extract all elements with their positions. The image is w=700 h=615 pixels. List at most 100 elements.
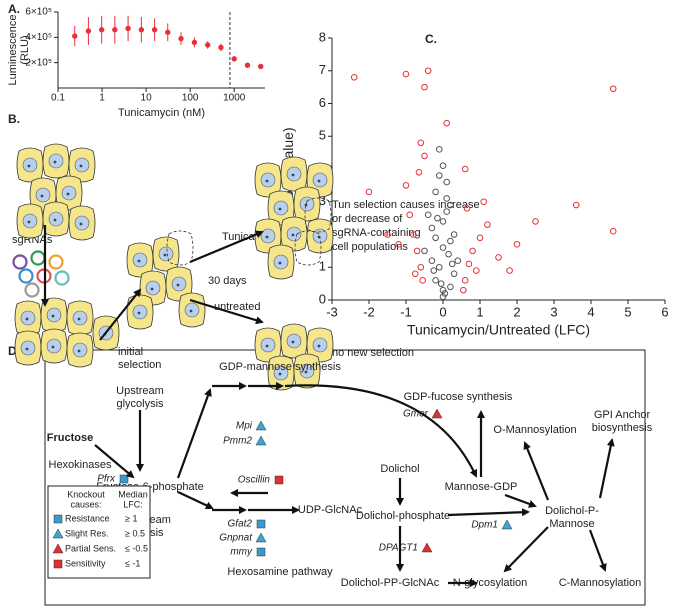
panel-label: C.: [425, 32, 437, 46]
nucleus: [260, 337, 276, 353]
arrow: [176, 388, 212, 479]
point: [231, 56, 237, 62]
point: [480, 198, 488, 206]
point: [439, 218, 447, 225]
y-tick-label: 6: [319, 95, 326, 110]
x-tick-label: -1: [400, 304, 412, 319]
label: no new selection: [332, 347, 414, 359]
gene: Oscillin: [238, 475, 271, 486]
x-tick-label: 0: [439, 304, 446, 319]
x-tick-label: -2: [363, 304, 375, 319]
gene-marker: [256, 519, 266, 529]
legend-label: Resistance: [65, 513, 110, 523]
pathway-node: GDP-mannose synthesis: [219, 361, 341, 373]
point: [465, 260, 473, 268]
arrow: [94, 444, 135, 479]
nucleus: [72, 342, 88, 358]
point: [439, 286, 447, 294]
pathway-node: GPI Anchor: [594, 409, 651, 421]
y-tick-label: 4×10⁵: [25, 32, 52, 43]
legend-threshold: ≥ 1: [125, 513, 137, 523]
point: [437, 280, 445, 287]
sgrna-ring: [30, 250, 46, 266]
panel-d-frame: [44, 349, 646, 606]
pathway-node: UDP-GlcNAc: [298, 504, 363, 516]
legend-header: causes:: [70, 499, 101, 509]
gene: DPAGT1: [379, 543, 418, 554]
point: [428, 224, 436, 232]
legend-threshold: ≥ 0.5: [125, 528, 145, 538]
nucleolus: [66, 192, 70, 196]
point: [72, 33, 78, 39]
gene: Mpi: [236, 421, 253, 432]
nucleus: [48, 153, 64, 169]
arrow: [284, 384, 478, 478]
nucleolus: [176, 283, 180, 287]
arrow: [189, 230, 264, 264]
point: [450, 231, 458, 238]
nucleus: [286, 226, 302, 242]
nucleus: [312, 172, 328, 188]
pathway-node: Dolichol-phosphate: [356, 510, 450, 522]
x-tick-label: -3: [326, 304, 338, 319]
arrow: [504, 493, 537, 508]
point: [460, 286, 467, 294]
nucleus: [35, 187, 51, 203]
legend-marker: [52, 543, 64, 554]
gene: mmy: [230, 547, 253, 558]
legend-threshold: ≤ -0.5: [125, 543, 148, 553]
y-tick-label: 1: [319, 259, 326, 274]
x-tick-label: 10: [141, 93, 153, 104]
nucleus: [132, 304, 148, 320]
legend-threshold: ≤ -1: [125, 558, 140, 568]
y-tick-label: 5: [319, 128, 326, 143]
arrow: [503, 526, 549, 573]
point: [473, 267, 480, 274]
legend-label: Slight Res.: [65, 528, 109, 538]
arrow: [588, 529, 607, 572]
point: [532, 218, 539, 225]
x-tick-label: 1000: [223, 93, 246, 104]
arrow: [447, 508, 530, 517]
gene-marker: [255, 532, 267, 543]
point: [445, 250, 452, 258]
point: [447, 237, 454, 245]
nucleus: [48, 211, 64, 227]
arrow: [177, 491, 214, 510]
point: [424, 211, 432, 219]
point: [413, 247, 421, 255]
nucleus: [299, 363, 315, 379]
nucleolus: [150, 287, 154, 291]
nucleus: [273, 254, 289, 270]
legend-marker: [52, 528, 64, 539]
nucleolus: [53, 160, 57, 164]
pathway-node: Dolichol: [380, 463, 419, 475]
point: [417, 139, 425, 147]
legend-label: Partial Sens.: [65, 543, 116, 553]
nucleolus: [265, 344, 269, 348]
arrow: [598, 438, 615, 499]
label: or decrease of: [332, 213, 403, 225]
y-tick-label: 2×10⁵: [25, 57, 52, 68]
nucleolus: [51, 314, 55, 318]
nucleus: [20, 310, 36, 326]
pathway-node: Mannose: [549, 518, 594, 530]
point: [484, 221, 491, 228]
point: [443, 208, 451, 215]
panel-label: A.: [8, 2, 20, 16]
pathway-node: C-Mannosylation: [559, 577, 642, 589]
point: [454, 257, 462, 265]
nucleolus: [291, 233, 295, 237]
point: [165, 29, 171, 35]
nucleolus: [79, 222, 83, 226]
label: Tun selection causes increase: [332, 199, 480, 211]
y-tick-label: 6×10⁵: [25, 7, 52, 18]
nucleus: [74, 157, 90, 173]
gene: Gmer: [403, 409, 429, 420]
point: [450, 270, 458, 278]
sgrna-ring: [18, 268, 34, 284]
pathway-node: Dolichol-P-: [545, 505, 599, 517]
legend-header: Knockout: [67, 489, 105, 499]
point: [204, 42, 211, 48]
